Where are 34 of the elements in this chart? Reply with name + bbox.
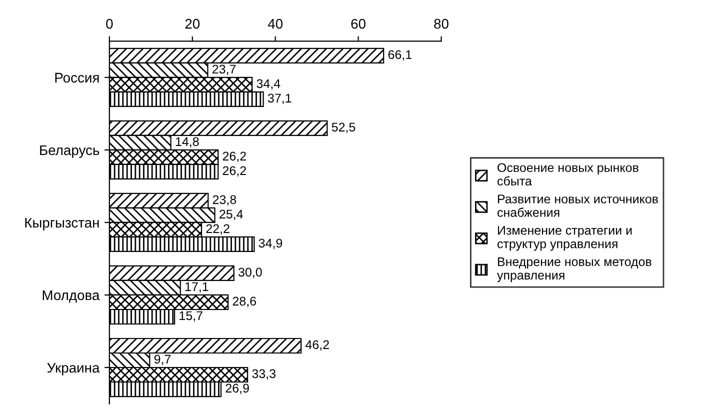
data-label: 30,0: [238, 268, 262, 278]
legend-label: Изменение стратегии и структур управления: [498, 226, 632, 251]
legend-label: Развитие новых источников снабжения: [498, 194, 658, 217]
y-tick-label: Молдова: [42, 290, 100, 303]
y-tick-label: Россия: [55, 72, 99, 83]
legend-label: Освоение новых рынков сбыта: [498, 163, 638, 186]
y-tick-label: Украина: [47, 362, 100, 376]
data-label: 26,2: [222, 166, 246, 177]
data-label: 25,4: [220, 210, 243, 220]
data-label: 23,8: [212, 195, 236, 206]
x-tick-label: 40: [268, 18, 283, 29]
data-label: 14,8: [176, 137, 199, 148]
x-tick-label: 80: [434, 18, 448, 29]
x-tick-label: 20: [185, 18, 200, 29]
data-label: 33,3: [252, 369, 276, 380]
data-label: 52,5: [332, 122, 356, 134]
legend-label: Внедрение новых методов управления: [497, 257, 652, 282]
data-label: 66,1: [388, 50, 412, 61]
data-label: 15,7: [180, 311, 202, 322]
data-label: 22,2: [206, 224, 230, 235]
data-label: 23,7: [212, 64, 236, 76]
x-tick-label: 0: [106, 18, 113, 29]
data-label: 34,4: [256, 79, 280, 90]
data-label: 26,2: [222, 152, 246, 162]
data-label: 17,1: [185, 282, 208, 293]
data-label: 9,7: [154, 354, 171, 366]
data-label: 28,6: [232, 296, 256, 308]
data-label: 26,9: [226, 384, 249, 394]
data-label: 37,1: [268, 94, 292, 104]
y-tick-label: Кыргызстан: [25, 218, 99, 230]
data-label: 34,9: [258, 238, 282, 250]
data-label: 46,2: [306, 340, 329, 351]
x-tick-label: 60: [351, 18, 366, 29]
y-tick-label: Беларусь: [40, 145, 100, 158]
